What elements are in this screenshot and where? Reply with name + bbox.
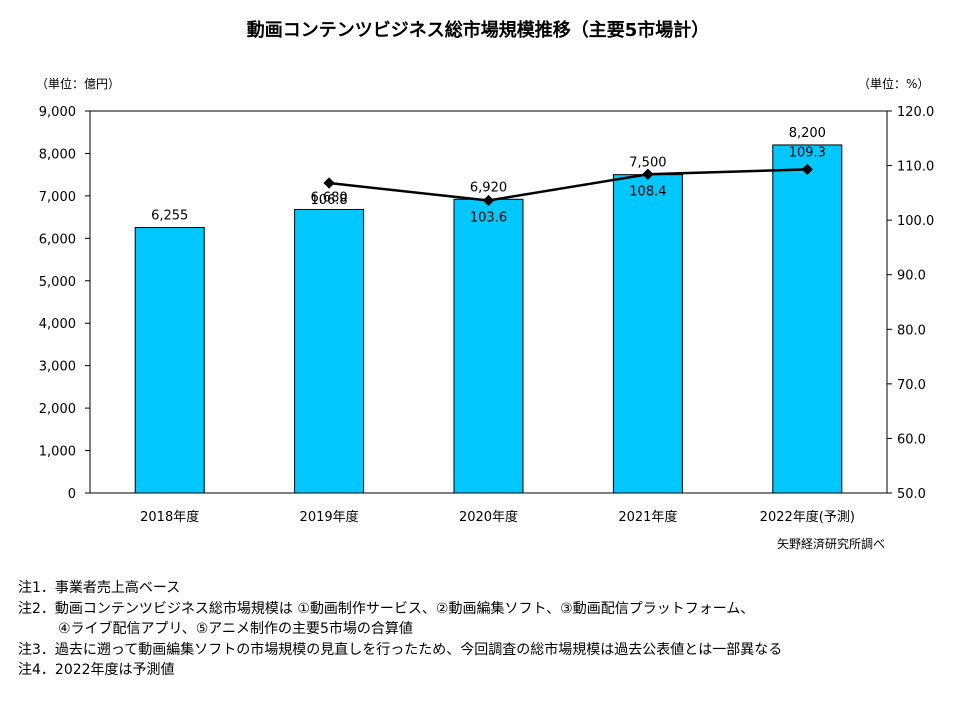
line-value-label-4: 109.3 (789, 145, 826, 160)
note-2: 注2．動画コンテンツビジネス総市場規模は ①動画制作サービス、②動画編集ソフト、… (18, 600, 755, 617)
y-right-tick-label-4: 90.0 (897, 269, 926, 284)
line-series (328, 168, 808, 202)
note-2-continued: ④ライブ配信アプリ、⑤アニメ制作の主要5市場の合算値 (58, 621, 413, 637)
line-marker-1 (323, 177, 335, 189)
source-note: 矢野経済研究所調べ (777, 536, 885, 551)
y-right-tick-label-5: 100.0 (897, 214, 934, 229)
line-value-label-1: 106.8 (310, 193, 347, 208)
chart-title: 動画コンテンツビジネス総市場規模推移（主要5市場計） (246, 20, 710, 41)
y-left-tick-label-2: 2,000 (39, 402, 76, 417)
y-left-tick-label-1: 1,000 (39, 445, 76, 460)
bar-2 (453, 198, 524, 494)
bar-value-label-2: 6,920 (470, 180, 507, 195)
y-right-unit-label: （単位：%） (858, 76, 929, 91)
x-tick-label-3: 2021年度 (618, 509, 677, 525)
note-3: 注3．過去に遡って動画編集ソフトの市場規模の見直しを行ったため、今回調査の総市場… (18, 641, 783, 658)
y-right-tick-label-6: 110.0 (897, 160, 934, 175)
note-4: 注4．2022年度は予測値 (18, 662, 175, 678)
y-right-tick-label-7: 120.0 (897, 105, 934, 120)
bar-value-label-4: 8,200 (789, 126, 826, 141)
bar-0 (134, 227, 205, 494)
y-right-tick-label-2: 70.0 (897, 378, 926, 393)
bar-value-label-0: 6,255 (151, 209, 188, 224)
y-right-tick-label-3: 80.0 (897, 323, 926, 338)
bar-value-label-3: 7,500 (629, 156, 666, 171)
x-tick-label-4: 2022年度(予測) (760, 509, 855, 525)
line-value-label-2: 103.6 (470, 210, 507, 225)
line-marker-3 (642, 168, 654, 180)
bar-value-label-1: 6,680 (310, 190, 347, 205)
bar-4 (772, 144, 843, 494)
line-marker-4 (801, 163, 813, 176)
y-left-tick-label-5: 5,000 (39, 275, 76, 290)
y-right-tick-label-0: 50.0 (897, 487, 926, 502)
y-left-tick-label-4: 4,000 (39, 317, 76, 332)
chart: 0 1,000 2,000 3,000 4,000 5,000 6,000 7,000 8,00… (36, 76, 934, 551)
y-left-tick-label-0: 0 (68, 487, 76, 502)
y-left-tick-label-6: 6,000 (39, 232, 76, 247)
bar-1 (294, 208, 365, 494)
y-left-unit-label: （単位：億円） (36, 76, 120, 91)
plot-frame (89, 110, 888, 494)
y-left-tick-label-9: 9,000 (39, 105, 76, 120)
notes: 注1．事業者売上高ベース 注2．動画コンテンツビジネス総市場規模は ①動画制作サ… (18, 578, 782, 681)
line-value-label-3: 108.4 (629, 184, 666, 199)
note-1: 注1．事業者売上高ベース (18, 580, 181, 596)
y-left-tick-label-8: 8,000 (39, 147, 76, 162)
y-right-tick-label-1: 60.0 (897, 432, 926, 447)
x-tick-label-2: 2020年度 (459, 509, 518, 525)
line-marker-2 (482, 194, 495, 207)
x-tick-label-0: 2018年度 (140, 509, 199, 525)
y-left-tick-label-3: 3,000 (39, 360, 76, 375)
x-tick-label-1: 2019年度 (300, 509, 359, 525)
y-left-tick-label-7: 7,000 (39, 190, 76, 205)
bar-3 (612, 174, 683, 494)
